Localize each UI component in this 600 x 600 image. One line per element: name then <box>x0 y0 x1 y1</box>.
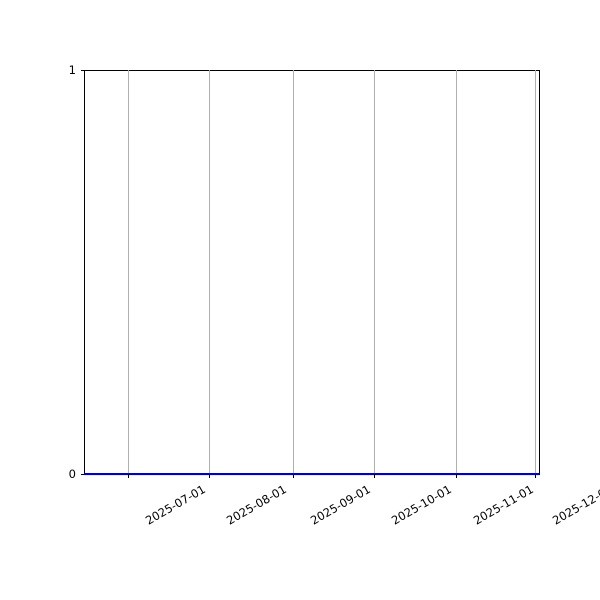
axis-spine-right <box>538 70 540 474</box>
series-line-segment <box>374 473 456 475</box>
axis-spine-left <box>84 70 86 474</box>
axis-spine-top <box>84 70 540 72</box>
series-line-segment <box>128 473 209 475</box>
x-tick-mark <box>535 474 537 478</box>
series-line-segment <box>535 473 540 475</box>
gridline-vertical <box>128 70 129 474</box>
gridline-vertical <box>535 70 536 474</box>
y-tick-mark <box>80 70 84 72</box>
series-line-segment <box>209 473 293 475</box>
x-tick-label: 2025-09-01 <box>307 482 373 528</box>
y-tick-label: 1 <box>68 63 76 77</box>
x-tick-label: 2025-10-01 <box>388 482 454 528</box>
x-tick-mark <box>293 474 295 478</box>
series-line-segment <box>456 473 535 475</box>
x-tick-label: 2025-08-01 <box>223 482 289 528</box>
y-tick-mark <box>80 474 84 476</box>
gridline-vertical <box>456 70 457 474</box>
x-tick-label: 2025-07-01 <box>142 482 208 528</box>
y-tick-label: 0 <box>68 467 76 481</box>
plot-area <box>84 70 540 475</box>
x-tick-label: 2025-12-01 <box>549 482 600 528</box>
gridline-vertical <box>209 70 210 474</box>
series-line-segment <box>293 473 374 475</box>
gridline-vertical <box>374 70 375 474</box>
x-tick-label: 2025-11-01 <box>470 482 536 528</box>
x-tick-mark <box>374 474 376 478</box>
x-tick-mark <box>456 474 458 478</box>
series-line-segment <box>84 473 128 475</box>
x-tick-mark <box>128 474 130 478</box>
gridline-vertical <box>293 70 294 474</box>
x-tick-mark <box>209 474 211 478</box>
